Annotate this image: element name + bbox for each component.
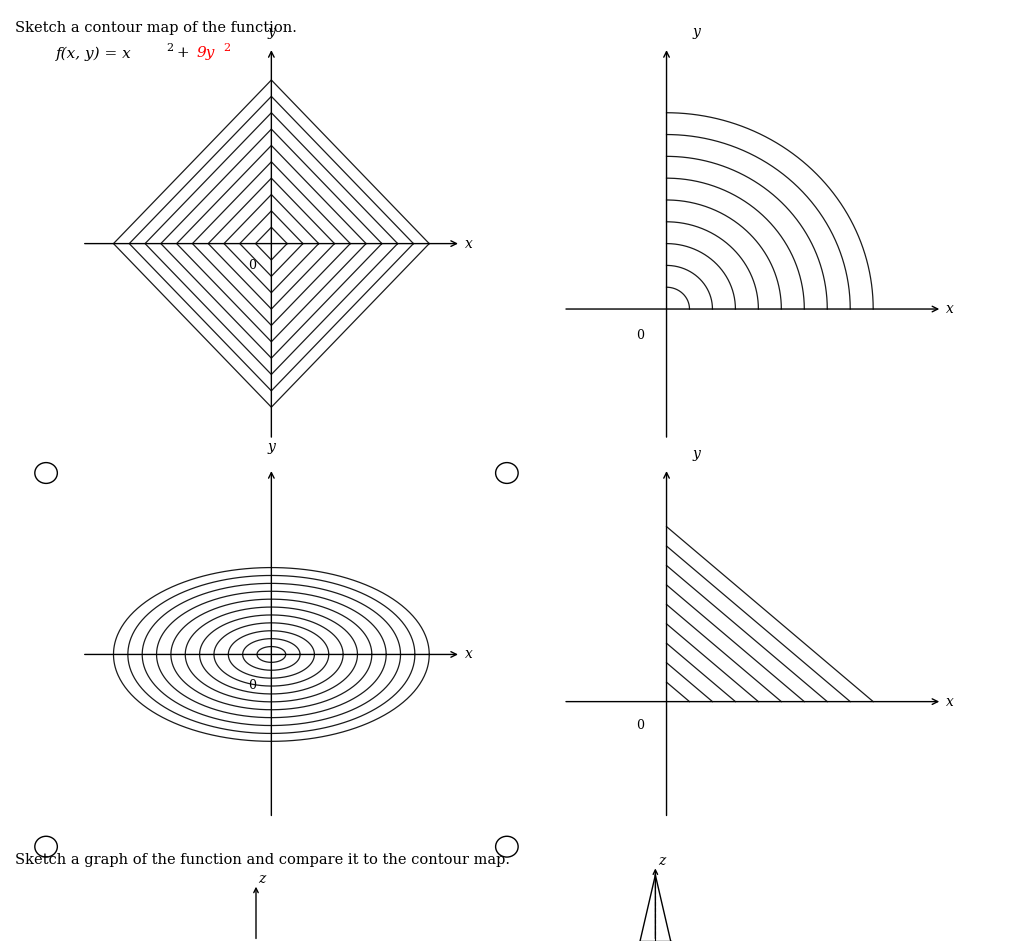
Text: 0: 0: [248, 679, 256, 692]
Text: 0: 0: [636, 719, 644, 732]
Text: z: z: [658, 854, 666, 868]
Text: 9y: 9y: [197, 46, 215, 61]
Text: y: y: [267, 440, 275, 454]
Text: f(x, y) = x: f(x, y) = x: [56, 46, 132, 61]
Text: 2: 2: [166, 43, 173, 53]
Text: 0: 0: [248, 259, 256, 272]
Text: 2: 2: [223, 43, 230, 53]
Text: Sketch a graph of the function and compare it to the contour map.: Sketch a graph of the function and compa…: [15, 853, 510, 867]
Text: x: x: [465, 647, 472, 661]
Text: y: y: [693, 447, 700, 462]
Text: y: y: [693, 26, 700, 40]
Text: x: x: [465, 236, 472, 251]
Text: y: y: [267, 26, 275, 40]
Text: +: +: [172, 46, 195, 61]
Text: Sketch a contour map of the function.: Sketch a contour map of the function.: [15, 21, 297, 35]
Text: 0: 0: [636, 328, 644, 342]
Text: z: z: [258, 872, 265, 886]
Text: x: x: [946, 302, 953, 316]
Text: x: x: [946, 694, 953, 709]
